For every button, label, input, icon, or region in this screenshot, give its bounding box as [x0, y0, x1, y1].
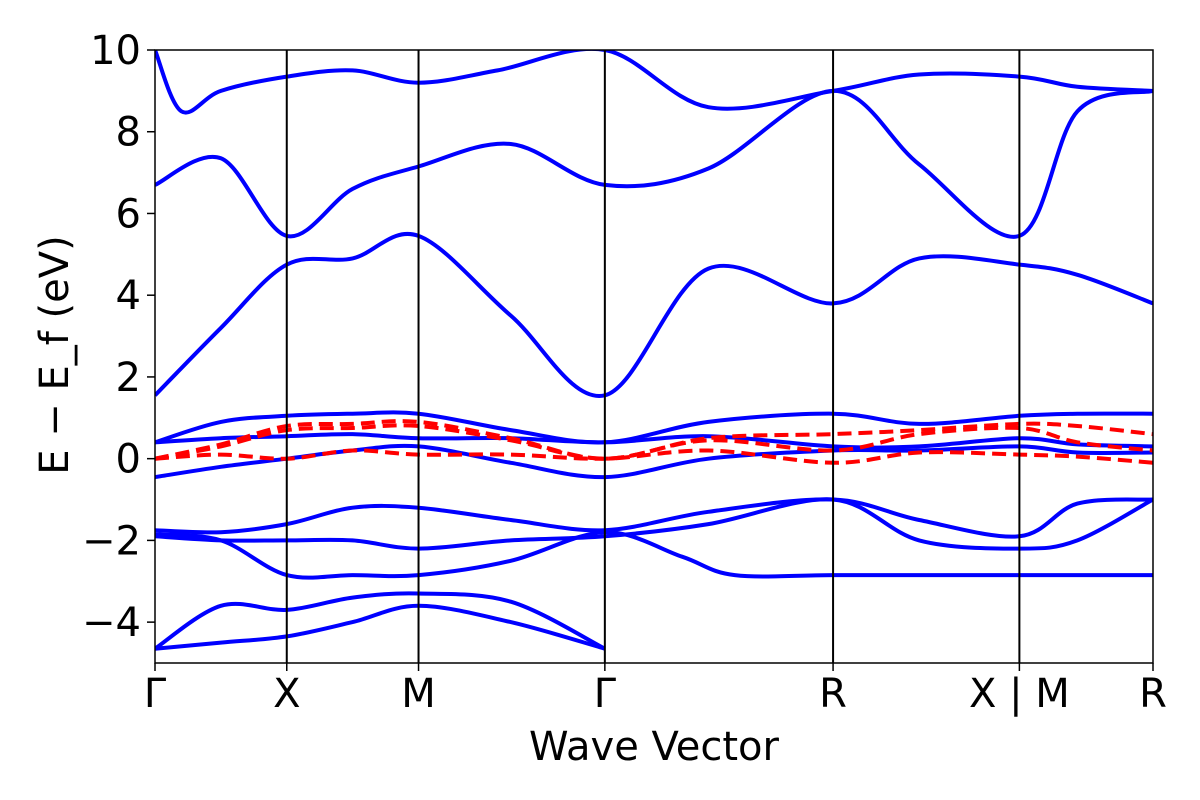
- y-tick-label: 2: [116, 355, 141, 401]
- solid-band-7: [155, 410, 1153, 445]
- solid-band-10: [155, 50, 1153, 115]
- solid-band-1: [155, 591, 606, 651]
- solid-band-0: [155, 603, 606, 651]
- solid-band-9: [155, 88, 1153, 239]
- y-tick-label: −2: [82, 518, 141, 564]
- y-tick-label: 8: [116, 110, 141, 156]
- plot-area: [155, 50, 1153, 651]
- y-tick-label: −4: [82, 600, 141, 646]
- y-tick-label: 4: [116, 273, 141, 319]
- x-axis-ticks: Γ X M Γ R X | M R: [144, 663, 1167, 717]
- solid-band-3: [155, 497, 1153, 539]
- dashed-band-2: [155, 448, 1153, 465]
- x-tick-label: R: [819, 671, 847, 717]
- x-tick-label: Γ: [594, 671, 617, 717]
- plot-frame: [154, 49, 1154, 664]
- high-symmetry-lines: [285, 50, 1021, 663]
- x-tick-label: M: [401, 671, 436, 717]
- x-tick-label: Γ: [144, 671, 167, 717]
- y-axis-ticks: −4 −2 0 2 4 6 8 10: [82, 28, 155, 646]
- y-tick-label: 0: [116, 437, 141, 483]
- y-tick-label: 10: [90, 28, 141, 74]
- x-axis-title: Wave Vector: [529, 724, 780, 770]
- solid-band-4: [155, 497, 1153, 551]
- solid-band-2: [155, 530, 1153, 580]
- solid-band-8: [155, 232, 1153, 398]
- y-axis-title: E − E_f (eV): [32, 235, 78, 474]
- x-tick-label: R: [1139, 671, 1167, 717]
- x-tick-label: X | M: [969, 671, 1070, 717]
- y-tick-label: 6: [116, 191, 141, 237]
- x-tick-label: X: [273, 671, 300, 717]
